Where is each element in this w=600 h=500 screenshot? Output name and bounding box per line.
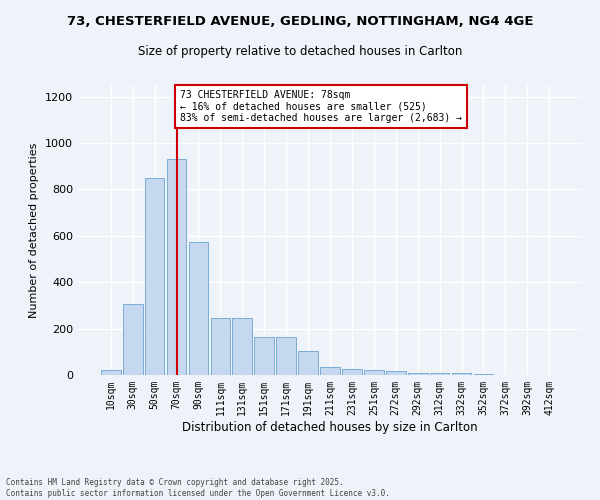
Bar <box>342 369 362 375</box>
X-axis label: Distribution of detached houses by size in Carlton: Distribution of detached houses by size … <box>182 420 478 434</box>
Bar <box>211 318 230 375</box>
Bar <box>473 374 493 375</box>
Bar <box>188 242 208 375</box>
Bar <box>276 336 296 375</box>
Bar <box>232 318 252 375</box>
Y-axis label: Number of detached properties: Number of detached properties <box>29 142 40 318</box>
Bar <box>386 371 406 375</box>
Bar <box>320 367 340 375</box>
Text: Contains HM Land Registry data © Crown copyright and database right 2025.
Contai: Contains HM Land Registry data © Crown c… <box>6 478 390 498</box>
Bar <box>101 370 121 375</box>
Text: Size of property relative to detached houses in Carlton: Size of property relative to detached ho… <box>138 45 462 58</box>
Bar <box>408 372 428 375</box>
Bar <box>364 370 384 375</box>
Bar <box>145 178 164 375</box>
Bar <box>430 373 449 375</box>
Bar <box>123 304 143 375</box>
Bar <box>254 336 274 375</box>
Bar <box>167 159 187 375</box>
Bar <box>298 350 318 375</box>
Text: 73, CHESTERFIELD AVENUE, GEDLING, NOTTINGHAM, NG4 4GE: 73, CHESTERFIELD AVENUE, GEDLING, NOTTIN… <box>67 15 533 28</box>
Bar <box>452 374 472 375</box>
Text: 73 CHESTERFIELD AVENUE: 78sqm
← 16% of detached houses are smaller (525)
83% of : 73 CHESTERFIELD AVENUE: 78sqm ← 16% of d… <box>180 90 462 123</box>
